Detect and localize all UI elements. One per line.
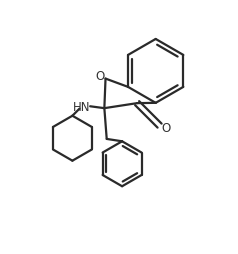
Text: O: O [96,69,105,82]
Text: O: O [162,122,171,135]
Text: HN: HN [73,100,91,113]
